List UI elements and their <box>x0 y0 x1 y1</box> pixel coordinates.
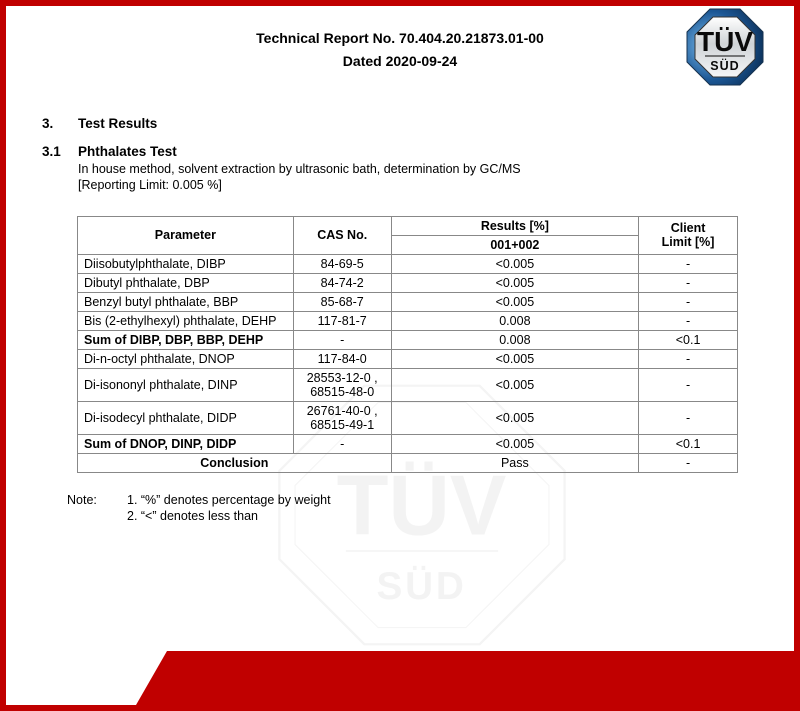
svg-text:SÜD: SÜD <box>376 565 466 608</box>
